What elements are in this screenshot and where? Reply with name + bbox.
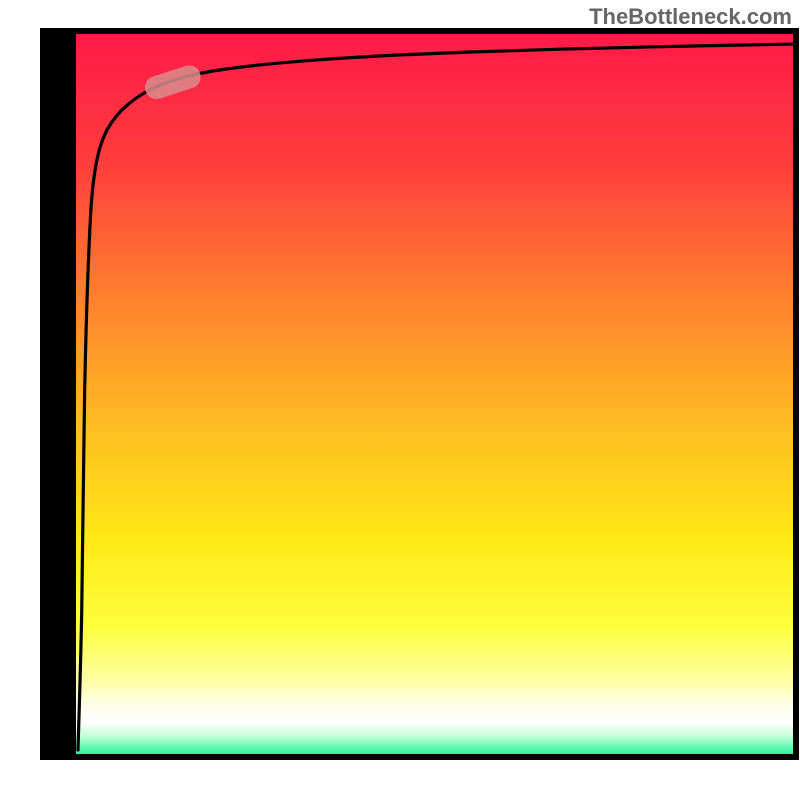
plot-gradient-bg [76,34,793,754]
chart-svg [0,0,800,800]
chart-container: TheBottleneck.com [0,0,800,800]
watermark-text: TheBottleneck.com [589,4,792,30]
